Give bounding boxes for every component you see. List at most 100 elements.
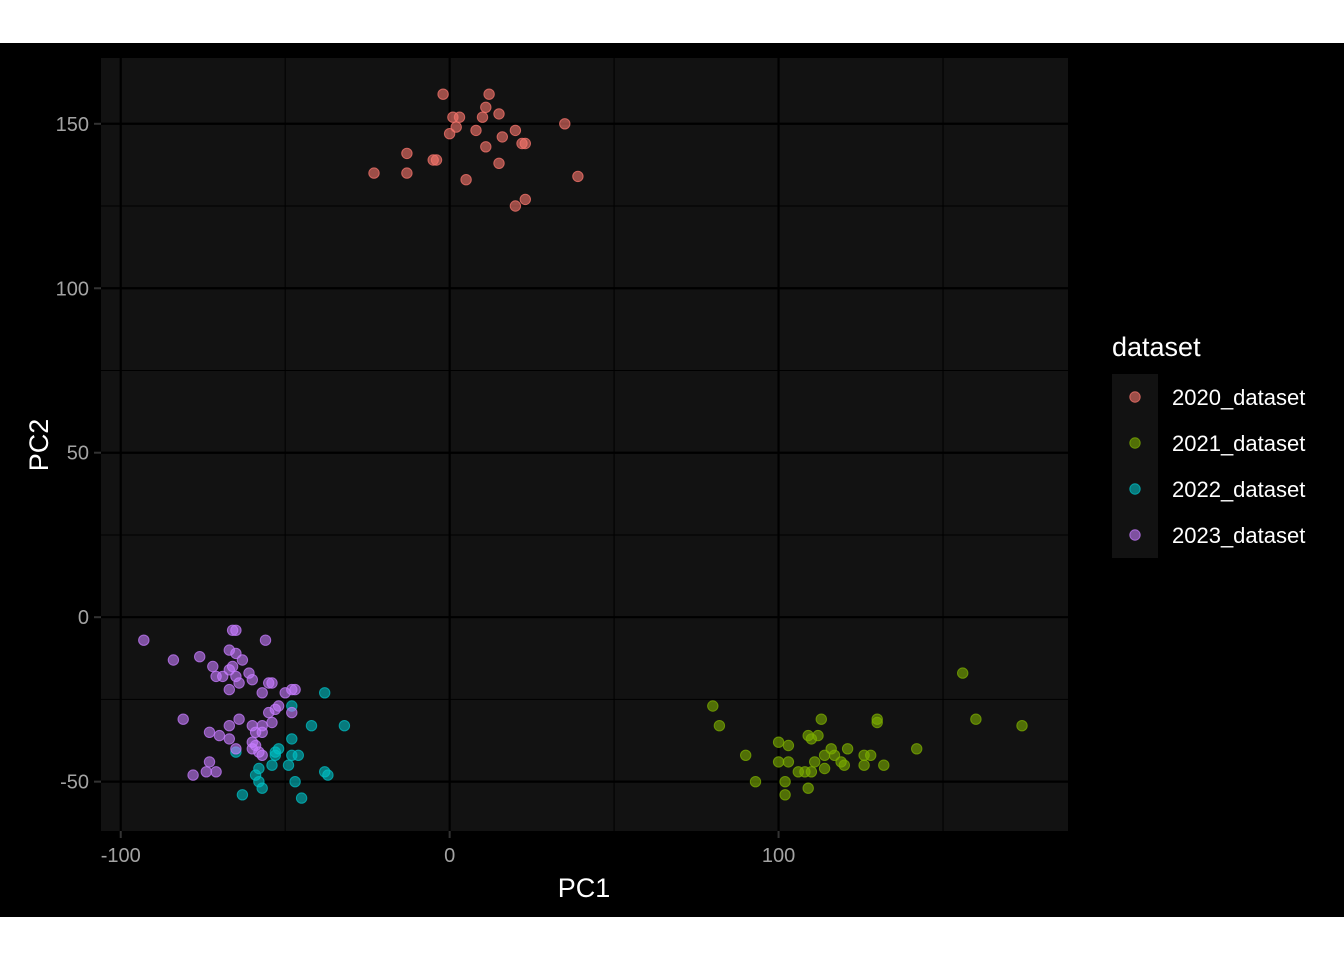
minor-gridlines <box>101 58 1068 831</box>
legend-label: 2020_dataset <box>1172 385 1305 410</box>
data-point <box>740 749 752 761</box>
data-point <box>782 756 795 768</box>
data-point <box>217 670 229 683</box>
data-point <box>269 749 281 761</box>
data-point <box>282 759 295 771</box>
x-tick-label: 0 <box>444 845 455 867</box>
data-point <box>305 720 318 732</box>
data-point <box>437 88 449 100</box>
data-point <box>223 733 236 745</box>
legend[interactable]: dataset 2020_dataset 2021_dataset 2022_dat… <box>1112 332 1305 558</box>
data-point <box>957 667 969 679</box>
data-point <box>236 789 249 801</box>
data-point <box>470 124 482 137</box>
data-point <box>213 729 226 742</box>
data-point <box>203 726 216 738</box>
data-point <box>286 749 298 761</box>
legend-key-background <box>1112 374 1158 558</box>
data-point <box>970 713 982 725</box>
data-point <box>249 726 262 738</box>
data-point <box>266 677 278 689</box>
data-point <box>749 776 762 788</box>
data-point <box>713 720 726 732</box>
data-point <box>295 792 308 804</box>
data-point <box>1016 720 1028 732</box>
data-point <box>772 756 785 768</box>
y-tick-label: 0 <box>78 607 89 629</box>
x-axis-title: PC1 <box>558 873 611 903</box>
data-point <box>443 128 456 140</box>
scatter-plot: -50 0 50 100 150 -100 0 100 PC1 PC2 dataset 20… <box>0 43 1344 917</box>
data-point <box>509 124 522 137</box>
x-tick-label: -100 <box>101 845 141 867</box>
data-point <box>858 759 870 771</box>
data-point <box>289 776 301 788</box>
data-point <box>266 716 278 729</box>
data-point <box>236 654 249 666</box>
data-point <box>233 713 245 725</box>
data-point <box>256 749 268 761</box>
y-tick-label: 50 <box>67 443 89 465</box>
data-point <box>401 147 413 160</box>
data-point <box>480 141 492 153</box>
data-point <box>246 674 259 686</box>
data-point <box>805 766 818 778</box>
legend-label: 2023_dataset <box>1172 523 1305 548</box>
data-point <box>493 108 505 120</box>
data-point <box>772 736 785 748</box>
legend-label: 2022_dataset <box>1172 477 1305 502</box>
y-tick-label: 100 <box>56 278 89 300</box>
data-point <box>519 137 531 150</box>
data-point <box>338 720 351 732</box>
data-point <box>138 634 150 646</box>
data-point <box>802 782 814 794</box>
data-point <box>286 733 298 745</box>
data-point <box>460 174 472 186</box>
y-axis: -50 0 50 100 150 <box>56 114 101 794</box>
data-point <box>815 713 827 725</box>
data-point <box>210 766 222 778</box>
data-point <box>519 193 531 206</box>
data-point <box>256 687 268 699</box>
data-point <box>256 782 268 794</box>
data-point <box>496 131 508 143</box>
data-point <box>871 713 883 725</box>
data-point <box>483 88 495 100</box>
data-point <box>480 101 492 114</box>
data-point <box>203 756 216 768</box>
data-point <box>401 167 413 179</box>
data-point <box>782 739 795 752</box>
data-point <box>259 634 272 646</box>
data-point <box>266 759 278 771</box>
data-points <box>138 88 1028 804</box>
data-point <box>223 720 236 732</box>
data-point <box>319 687 331 699</box>
data-point <box>200 766 213 778</box>
data-point <box>779 789 791 801</box>
plot-panel <box>101 58 1068 831</box>
data-point <box>226 624 239 636</box>
data-point <box>223 683 236 696</box>
data-point <box>841 743 854 755</box>
x-axis: -100 0 100 <box>101 831 795 867</box>
legend-title: dataset <box>1112 332 1201 362</box>
data-point <box>493 157 505 170</box>
data-point <box>878 759 890 771</box>
legend-key <box>1129 483 1141 495</box>
data-point <box>818 749 831 761</box>
data-point <box>779 776 791 788</box>
data-point <box>194 651 206 663</box>
data-point <box>207 660 219 673</box>
y-tick-label: 150 <box>56 114 89 136</box>
data-point <box>707 700 719 712</box>
x-tick-label: 100 <box>762 845 795 867</box>
data-point <box>453 111 466 123</box>
data-point <box>427 154 439 166</box>
data-point <box>509 200 522 212</box>
data-point <box>559 118 571 130</box>
data-point <box>263 706 275 719</box>
y-tick-label: -50 <box>60 772 89 794</box>
data-point <box>187 769 199 781</box>
data-point <box>322 769 334 781</box>
legend-key <box>1129 529 1141 541</box>
